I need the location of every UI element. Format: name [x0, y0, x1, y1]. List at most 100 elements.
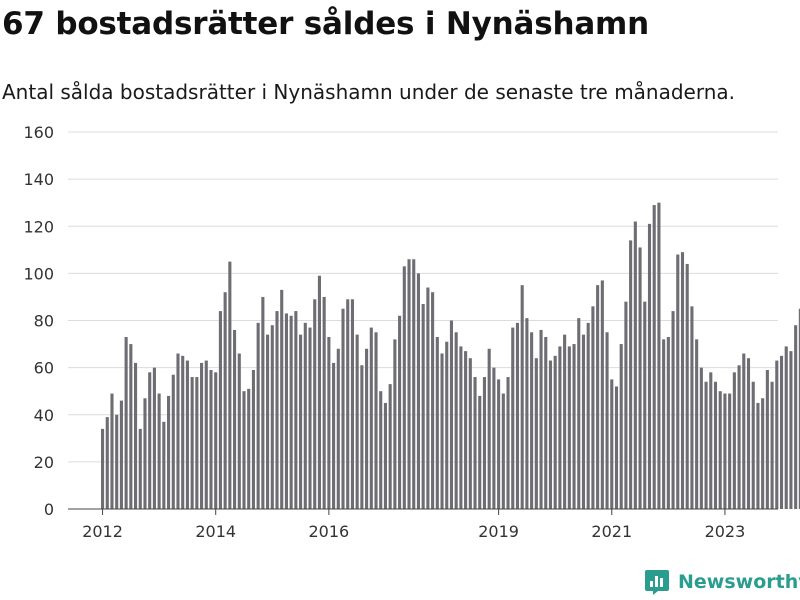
bar — [728, 393, 732, 509]
bar — [435, 336, 439, 509]
bar — [459, 346, 463, 509]
x-tick-label: 2021 — [591, 522, 632, 541]
bar — [157, 393, 161, 509]
bar — [393, 339, 397, 509]
bar — [709, 372, 713, 509]
bar — [185, 360, 189, 509]
bar — [482, 377, 487, 509]
bar — [530, 332, 534, 509]
bar — [317, 275, 321, 509]
bar — [332, 362, 336, 509]
bar — [407, 259, 411, 509]
bar — [492, 367, 496, 509]
bar — [784, 346, 788, 509]
bar — [779, 355, 784, 509]
bar — [511, 327, 515, 509]
bar — [544, 336, 548, 509]
bar — [553, 355, 557, 509]
bar — [751, 381, 755, 509]
bar — [445, 341, 449, 509]
bar — [402, 266, 406, 509]
bar — [237, 353, 241, 509]
bar — [138, 428, 142, 509]
bar — [275, 311, 279, 509]
bar — [355, 334, 359, 509]
bar — [501, 393, 505, 509]
bars — [101, 202, 800, 510]
bar — [548, 360, 553, 509]
bar — [426, 287, 430, 509]
bar — [369, 327, 373, 509]
bar — [525, 318, 529, 509]
bar — [633, 221, 637, 509]
bar — [148, 372, 152, 509]
chart-subtitle: Antal sålda bostadsrätter i Nynäshamn un… — [2, 80, 736, 104]
bar — [680, 252, 685, 509]
bar — [746, 358, 751, 509]
bar — [572, 344, 576, 509]
bar — [341, 308, 345, 509]
chart-title: 67 bostadsrätter såldes i Nynäshamn — [2, 6, 650, 42]
bar — [737, 365, 741, 509]
bar — [134, 362, 138, 509]
bar — [676, 254, 680, 509]
y-tick-label: 80 — [34, 312, 54, 331]
bar — [270, 325, 274, 509]
bar — [742, 353, 746, 509]
bar — [299, 334, 303, 509]
bar — [251, 369, 255, 509]
bar — [497, 379, 501, 509]
bar — [619, 344, 623, 509]
bar — [190, 377, 194, 509]
bar — [478, 395, 482, 509]
bar — [181, 355, 185, 509]
bar — [690, 306, 694, 509]
bar — [586, 322, 590, 509]
bar — [388, 384, 392, 509]
bar — [110, 393, 114, 509]
bar — [789, 351, 793, 509]
y-tick-label: 140 — [23, 170, 54, 189]
bar — [214, 372, 218, 509]
bar — [666, 336, 670, 509]
bar — [624, 301, 628, 509]
bar — [685, 263, 689, 509]
bar — [261, 296, 265, 509]
bar — [756, 402, 760, 509]
x-tick-label: 2012 — [82, 522, 123, 541]
bar — [563, 334, 567, 509]
newsworthy-logo[interactable]: Newsworthy — [644, 568, 800, 596]
bar — [515, 322, 520, 509]
bar — [539, 329, 543, 509]
x-tick-label: 2023 — [705, 522, 746, 541]
y-tick-label: 120 — [23, 217, 54, 236]
bar — [520, 285, 524, 509]
y-tick-label: 160 — [23, 123, 54, 142]
bar — [610, 379, 614, 509]
bar — [558, 346, 562, 509]
bar — [657, 202, 661, 509]
bar — [327, 336, 331, 509]
bar — [416, 273, 421, 509]
bar — [794, 325, 798, 509]
bar — [284, 313, 288, 509]
bar — [379, 391, 383, 509]
y-tick-label: 100 — [23, 264, 54, 283]
bar — [718, 391, 722, 509]
y-tick-label: 0 — [44, 500, 54, 519]
bar — [350, 299, 354, 509]
bar — [671, 311, 675, 509]
bar — [209, 369, 213, 509]
bar — [506, 377, 510, 509]
bar — [105, 417, 109, 509]
bar — [266, 334, 270, 509]
bar — [374, 332, 378, 509]
y-tick-label: 20 — [34, 453, 54, 472]
bar — [765, 369, 769, 509]
x-tick-label: 2016 — [309, 522, 350, 541]
bar — [798, 308, 800, 509]
bar — [218, 311, 222, 509]
bar — [647, 223, 652, 510]
bar — [200, 362, 204, 509]
